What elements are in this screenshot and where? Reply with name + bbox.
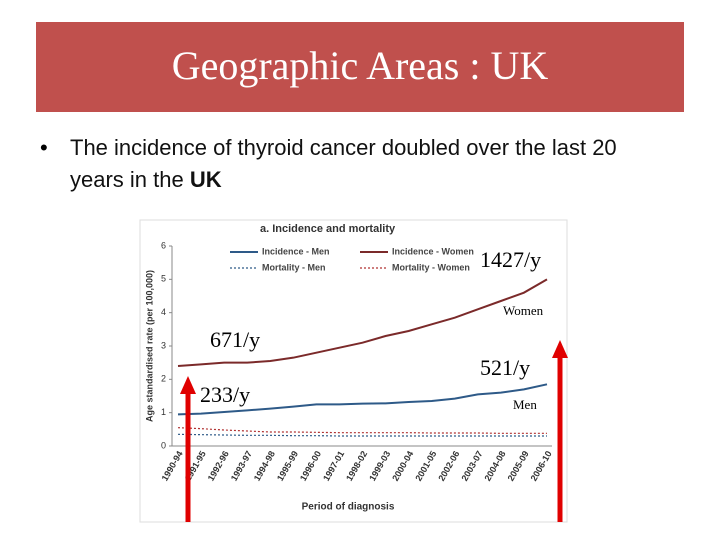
legend-label: Mortality - Women	[392, 262, 470, 272]
legend-label: Incidence - Women	[392, 246, 474, 256]
y-tick-label: 2	[161, 374, 166, 384]
series-line	[177, 383, 548, 416]
annotation: Men	[513, 397, 537, 412]
y-axis-title: Age standardised rate (per 100,000)	[144, 270, 154, 422]
y-tick-label: 4	[161, 307, 166, 317]
annotation: 233/y	[200, 382, 250, 407]
y-tick-label: 6	[161, 240, 166, 250]
arrow-left-head	[180, 376, 196, 394]
arrow-right-head	[552, 340, 568, 358]
series-line	[177, 433, 547, 437]
annotation: Women	[503, 303, 544, 318]
y-tick-label: 5	[161, 274, 166, 284]
annotation: 521/y	[480, 355, 530, 380]
y-tick-label: 3	[161, 340, 166, 350]
series-line	[177, 427, 547, 434]
chart-frame	[139, 219, 568, 523]
bullet-marker: •	[40, 135, 48, 160]
header-bar	[36, 22, 684, 112]
annotation: 1427/y	[480, 247, 541, 272]
y-tick-label: 1	[161, 407, 166, 417]
annotation: 671/y	[210, 327, 260, 352]
bullet-plain: The incidence of thyroid cancer doubled …	[70, 135, 617, 192]
bullet-bold: UK	[189, 167, 222, 192]
legend-label: Incidence - Men	[262, 246, 330, 256]
slide-title: Geographic Areas : UK	[172, 43, 549, 88]
y-tick-label: 0	[161, 440, 166, 450]
legend-label: Mortality - Men	[262, 262, 326, 272]
chart-title: a. Incidence and mortality	[260, 223, 396, 235]
series-line	[177, 278, 548, 367]
bullet-text: The incidence of thyroid cancer doubled …	[70, 132, 670, 196]
x-axis-title: Period of diagnosis	[302, 502, 395, 513]
